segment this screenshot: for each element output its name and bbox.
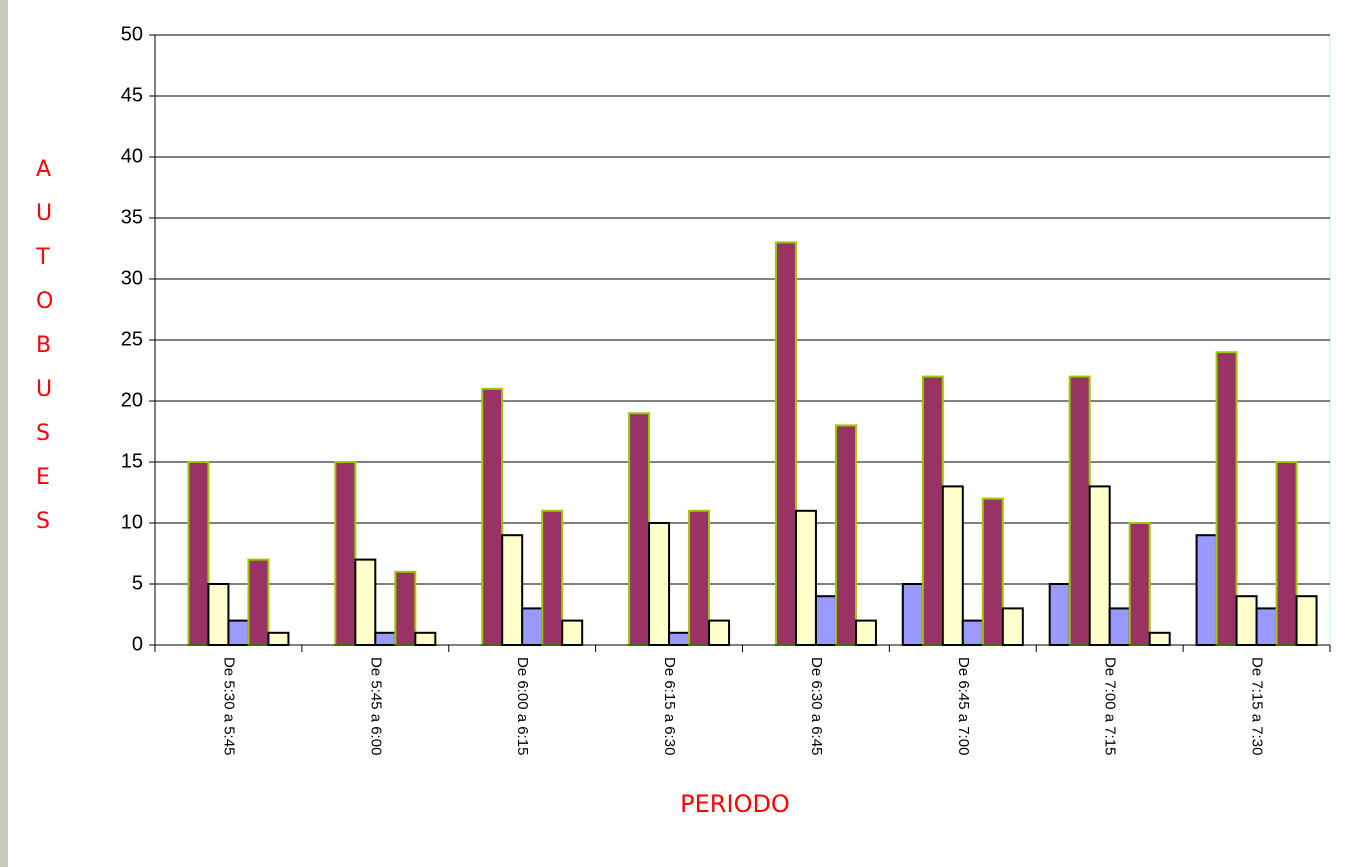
x-tick-label: De 5:45 a 6:00 — [367, 657, 384, 755]
y-tick-label: 0 — [132, 633, 143, 655]
bar — [227, 619, 250, 646]
bar — [354, 558, 377, 646]
bar — [1088, 485, 1111, 646]
x-tick-label: De 5:30 a 5:45 — [220, 657, 237, 755]
bar — [414, 631, 437, 646]
x-tick-label: De 6:15 a 6:30 — [661, 657, 678, 755]
bar — [1215, 351, 1238, 646]
bar — [668, 631, 691, 646]
x-tick-label: De 6:00 a 6:15 — [514, 657, 531, 755]
bar — [1295, 595, 1318, 647]
bar — [187, 461, 210, 646]
bar — [1108, 607, 1131, 647]
bar — [628, 412, 651, 647]
bar — [981, 497, 1004, 646]
y-axis-label: AUTOBUSES — [36, 157, 54, 534]
bar — [941, 485, 964, 646]
bar — [1235, 595, 1258, 647]
bar — [1128, 522, 1151, 646]
y-tick-label: 30 — [121, 267, 143, 289]
x-tick-label: De 7:15 a 7:30 — [1249, 657, 1266, 755]
y-tick-label: 10 — [121, 511, 143, 533]
bar — [1195, 534, 1218, 647]
bar — [334, 461, 357, 646]
bar — [921, 375, 944, 646]
bar — [481, 387, 504, 646]
bar — [648, 522, 671, 646]
bar — [521, 607, 544, 647]
bar — [1255, 607, 1278, 647]
bar — [1068, 375, 1091, 646]
bar — [961, 619, 984, 646]
bar — [541, 509, 564, 646]
bar — [561, 619, 584, 646]
bar — [1001, 607, 1024, 647]
y-tick-label: 25 — [121, 328, 143, 350]
bar — [708, 619, 731, 646]
y-tick-label: 15 — [121, 450, 143, 472]
bar — [267, 631, 290, 646]
bar — [207, 583, 230, 646]
y-tick-label: 50 — [121, 23, 143, 45]
bar — [794, 509, 817, 646]
y-tick-label: 35 — [121, 206, 143, 228]
x-tick-label: De 6:30 a 6:45 — [808, 657, 825, 755]
bar — [854, 619, 877, 646]
bar — [1275, 461, 1298, 646]
bar — [774, 241, 797, 646]
bar — [901, 583, 924, 646]
left-strip — [0, 0, 8, 867]
bar — [394, 570, 417, 646]
y-tick-label: 40 — [121, 145, 143, 167]
y-tick-label: 5 — [132, 572, 143, 594]
y-tick-label: 20 — [121, 389, 143, 411]
y-tick-label: 45 — [121, 84, 143, 106]
bar — [247, 558, 270, 646]
bar — [688, 509, 711, 646]
bar — [1148, 631, 1171, 646]
x-tick-label: De 6:45 a 7:00 — [955, 657, 972, 755]
x-tick-label: De 7:00 a 7:15 — [1102, 657, 1119, 755]
bar — [814, 595, 837, 647]
bar — [1048, 583, 1071, 646]
bar — [374, 631, 397, 646]
x-axis-label: PERIODO — [680, 790, 790, 818]
bar — [501, 534, 524, 647]
bar — [834, 424, 857, 646]
